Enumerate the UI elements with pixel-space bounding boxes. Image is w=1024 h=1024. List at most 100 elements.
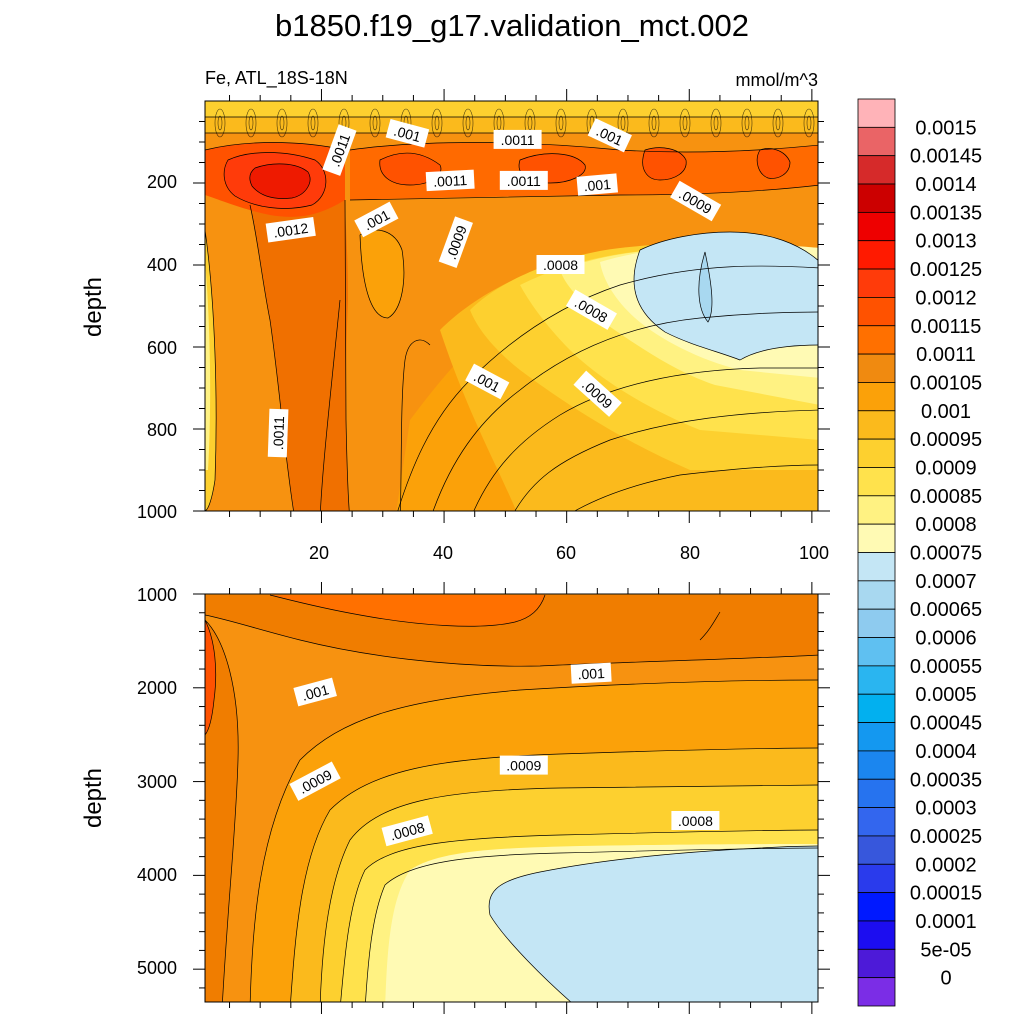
upper-ytick-600: 600 [147,338,177,358]
upper-contour-labels: .0011.001.0011.001.0011.0011.001.0009.00… [265,118,722,458]
colorbar-swatch [857,297,896,327]
svg-text:.0008: .0008 [678,813,713,829]
upper-xtick-20: 20 [309,543,329,563]
upper-contour-lines [205,116,818,511]
colorbar-swatch [857,637,896,667]
colorbar-swatch [857,126,896,157]
colorbar-swatch [857,183,896,213]
colorbar-label: 0.0013 [915,231,976,253]
lower-ytick-4000: 4000 [137,865,177,885]
colorbar-swatch [857,410,896,440]
upper-ytick-200: 200 [147,172,177,192]
colorbar-label: 0.0001 [915,911,976,933]
colorbar-label: 0.0009 [915,457,976,479]
upper-y-axis-label: depth [80,277,107,337]
colorbar-label: 0.0008 [915,514,976,536]
colorbar-label: 0.00135 [910,202,982,224]
lower-plot-frame [204,593,819,1003]
colorbar-swatch [857,835,896,865]
colorbar-swatch [857,438,896,468]
upper-contour-fill [205,101,818,511]
lower-ytick-3000: 3000 [137,772,177,792]
colorbar-label: 0.00085 [910,486,982,508]
lower-ytick-5000: 5000 [137,958,177,978]
colorbar-label: 0.00045 [910,713,982,735]
colorbar-label: 0.00025 [910,826,982,848]
left-string: Fe, ATL_18S-18N [205,68,348,89]
figure-title: b1850.f19_g17.validation_mct.002 [275,8,749,43]
colorbar-label: 0.00115 [911,316,982,338]
upper-ticks [193,89,830,523]
colorbar-label: 0.00035 [910,769,982,791]
colorbar-label: 0.00145 [910,146,982,168]
colorbar-swatches [857,98,896,1007]
upper-xtick-80: 80 [680,543,700,563]
svg-text:.0011: .0011 [433,172,468,190]
colorbar: 0.0015 0.00145 0.0014 0.00135 0.0013 0.00125 0… [857,98,982,1007]
units-string: mmol/m^3 [736,70,818,90]
lower-contour-lines [205,594,818,1002]
svg-text:.0011: .0011 [501,132,535,148]
contour-label: .001 [385,118,430,148]
colorbar-label: 0.0007 [915,571,976,593]
upper-xtick-100: 100 [799,543,829,563]
colorbar-label: 0.00075 [910,543,982,565]
colorbar-swatch [857,750,896,780]
colorbar-label: 0.00055 [910,656,982,678]
colorbar-swatch [857,778,896,808]
colorbar-label: 0.0006 [915,628,976,650]
svg-text:.0012: .0012 [272,220,309,241]
colorbar-label: 0.0004 [915,741,976,763]
contour-label: .0011 [493,129,542,149]
colorbar-swatch [857,580,896,610]
colorbar-swatch [857,211,896,242]
colorbar-swatch [857,892,896,922]
lower-contour-fill [205,594,818,1002]
colorbar-label: 0.001 [921,401,971,423]
colorbar-labels: 0.0015 0.00145 0.0014 0.00135 0.0013 0.00125 0… [910,117,982,989]
svg-text:.001: .001 [577,665,605,682]
colorbar-swatch [857,382,896,412]
contour-label: .0011 [267,408,289,458]
svg-text:.001: .001 [583,176,612,194]
colorbar-label: 0.0012 [915,287,976,309]
colorbar-label: 0.00095 [910,429,982,451]
colorbar-swatch [857,268,896,298]
colorbar-swatch [857,552,896,582]
upper-xtick-40: 40 [433,543,453,563]
lower-ytick-2000: 2000 [137,678,177,698]
colorbar-label: 0.0002 [915,854,976,876]
colorbar-label: 0.0011 [916,344,976,366]
lower-y-axis-label: depth [80,768,107,828]
upper-ytick-400: 400 [147,255,177,275]
colorbar-label: 0.00015 [910,883,982,905]
upper-xtick-60: 60 [556,543,576,563]
colorbar-swatch [857,495,896,525]
contour-label: .0011 [425,169,475,192]
contour-label: .001 [293,677,337,707]
colorbar-swatch [857,467,896,497]
colorbar-label: 5e-05 [920,939,971,961]
colorbar-swatch [857,665,896,695]
colorbar-label: 0.00105 [910,372,982,394]
colorbar-swatch [857,325,896,355]
svg-text:.0008: .0008 [543,257,578,273]
colorbar-label: 0 [940,968,951,990]
colorbar-swatch [857,920,896,950]
contour-label: .0008 [536,255,585,274]
lower-ticks [193,582,830,1014]
contour-label: .0011 [499,170,548,190]
colorbar-swatch [857,693,896,723]
contour-label: .0012 [265,216,316,243]
colorbar-label: 0.00125 [910,259,982,281]
colorbar-label: 0.0014 [915,174,976,196]
colorbar-swatch [857,977,896,1007]
svg-text:.001: .001 [300,681,331,704]
colorbar-swatch [857,863,896,894]
colorbar-swatch [857,155,896,185]
svg-text:.0011: .0011 [507,173,541,189]
colorbar-label: 0.0005 [915,684,976,706]
colorbar-swatch [857,948,896,979]
svg-text:.0011: .0011 [270,416,287,451]
